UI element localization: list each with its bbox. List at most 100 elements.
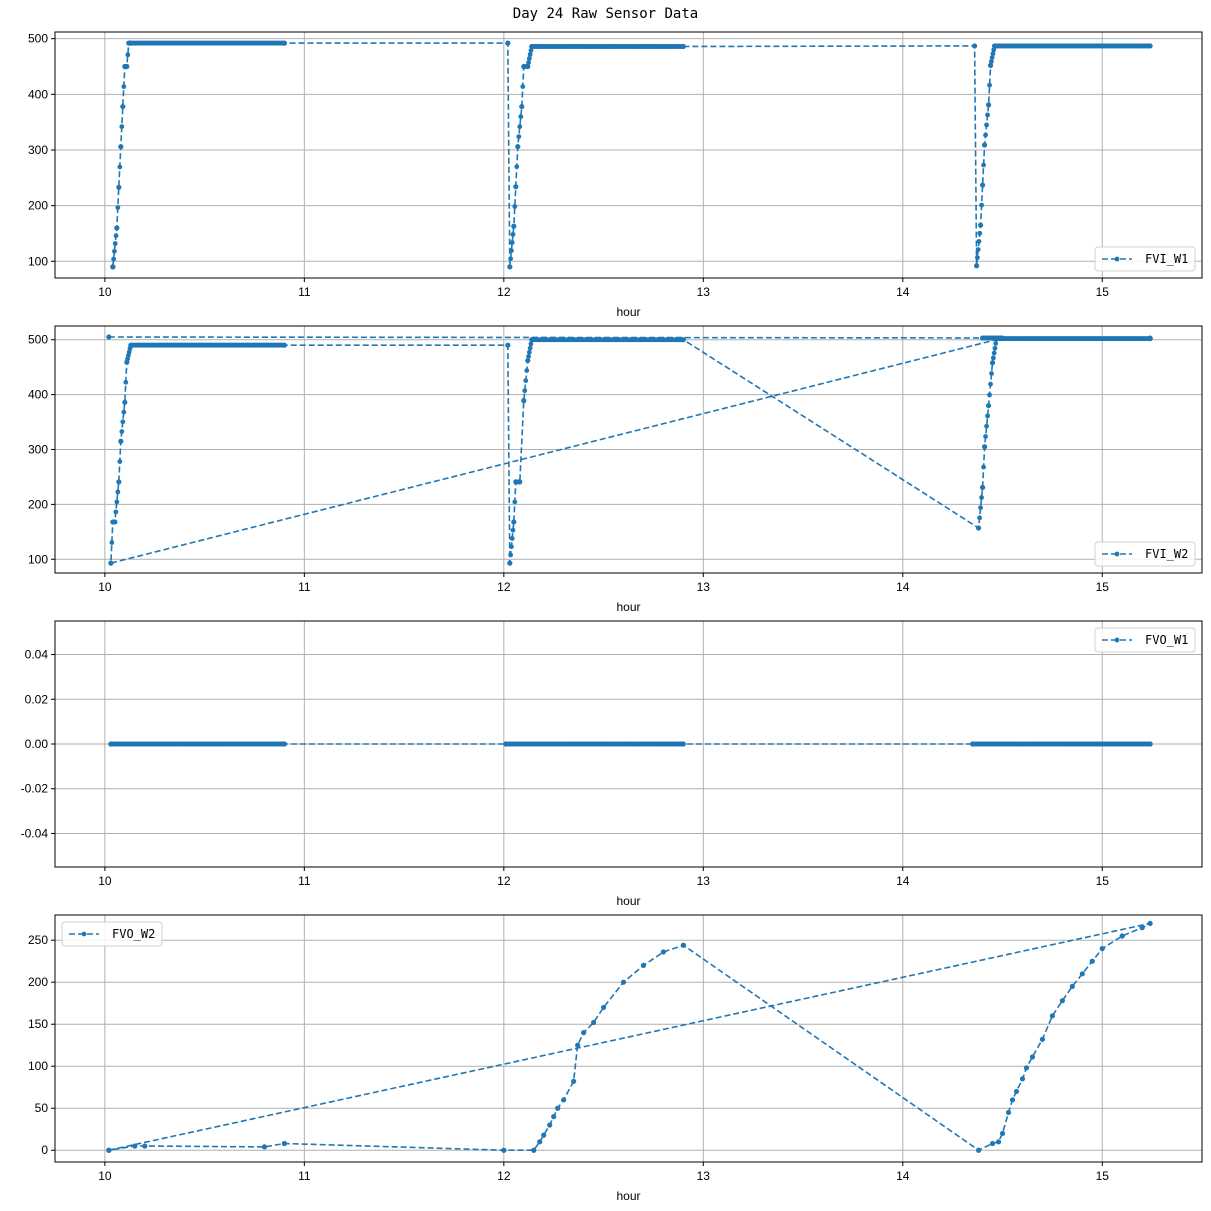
legend: FVO_W2 [61,921,163,947]
y-tick-label: 50 [35,1101,49,1115]
data-marker [112,519,118,525]
data-marker [983,132,988,138]
data-marker [981,444,988,450]
data-marker [515,144,521,150]
legend-label: FVI_W1 [1145,252,1188,266]
series-line [108,336,1151,565]
data-marker [987,62,994,68]
y-tick-label: -0.02 [21,782,49,796]
data-marker [973,263,980,269]
data-marker [523,378,529,384]
data-marker [122,399,128,405]
data-marker [989,55,995,61]
y-tick-label: 200 [28,199,48,213]
data-marker [979,484,986,490]
data-marker [119,124,125,130]
data-marker [527,345,533,351]
data-marker [118,438,124,444]
y-tick-label: 300 [28,443,48,457]
y-tick-label: 100 [28,1059,48,1073]
data-marker [974,255,980,261]
data-marker [981,142,988,148]
y-tick-label: 400 [28,388,48,402]
data-marker [114,499,120,505]
x-tick-label: 10 [98,1169,112,1183]
legend-box [1094,627,1196,653]
data-marker [978,505,983,511]
data-marker [987,82,992,88]
data-marker [117,164,123,170]
data-marker [505,40,511,46]
data-marker [509,536,515,541]
subplot-fvo-w1: 10 11 12 13 14 15 -0.04 -0.02 0.00 0.02 0.04 hour FV… [21,620,1203,908]
data-marker [971,43,978,49]
data-marker [114,225,120,231]
y-tick-label: 0.00 [25,737,49,751]
data-marker [561,1097,567,1103]
data-marker [990,355,996,361]
legend-marker-icon [1114,637,1120,643]
legend-label: FVI_W2 [1145,547,1188,561]
data-marker [680,741,686,747]
data-marker [510,231,516,237]
data-marker [507,264,513,270]
data-marker [1023,1065,1030,1071]
data-marker [984,122,989,128]
data-marker [121,84,127,89]
data-marker [977,230,983,236]
data-marker [989,1140,996,1147]
data-marker [989,371,994,376]
y-tick-label: -0.04 [21,826,49,840]
y-tick-label: 0 [41,1143,48,1157]
legend-box [1094,246,1196,272]
data-marker [519,103,525,110]
y-tick-label: 150 [28,1017,48,1031]
data-marker [132,1143,138,1149]
data-marker [110,264,116,270]
legend-marker-icon [1114,551,1120,557]
x-tick-label: 12 [497,285,511,299]
y-tick-label: 0.04 [25,648,49,662]
y-tick-label: 200 [28,497,48,511]
data-marker [985,402,992,409]
legend: FVI_W2 [1094,541,1196,567]
legend-marker-icon [81,931,87,937]
data-marker [680,337,686,343]
data-marker [1039,1036,1046,1042]
x-tick-label: 11 [298,1169,311,1183]
data-marker [983,434,988,439]
data-marker [526,60,531,65]
data-marker [1147,741,1153,747]
data-marker [123,379,129,385]
data-marker [514,164,520,170]
subplot-fvi-w1: 10 11 12 13 14 15 100 200 300 400 500 hour FVI_W1 [28,31,1203,319]
data-marker [513,184,519,190]
legend-marker-icon [1114,256,1120,262]
x-axis-label: hour [616,894,640,908]
data-marker [124,63,130,70]
series-line [112,42,1151,267]
data-marker [281,741,287,747]
data-marker [108,560,114,566]
data-marker [993,341,999,346]
data-marker [988,381,993,387]
data-marker [508,552,514,558]
x-tick-label: 15 [1096,874,1110,888]
y-tick-label: 250 [28,933,48,947]
legend: FVO_W1 [1094,627,1196,653]
data-marker [1049,1013,1055,1019]
data-marker [115,205,121,210]
data-marker [995,1139,1002,1145]
x-tick-label: 14 [896,285,910,299]
data-marker [1099,946,1105,952]
data-marker [979,182,986,188]
data-marker [119,429,125,434]
data-marker [125,52,131,58]
data-marker [1019,1076,1026,1082]
x-tick-label: 13 [697,874,711,888]
data-marker [537,1139,543,1145]
x-tick-label: 12 [497,1169,511,1183]
data-marker [975,525,982,531]
data-marker [106,334,112,340]
